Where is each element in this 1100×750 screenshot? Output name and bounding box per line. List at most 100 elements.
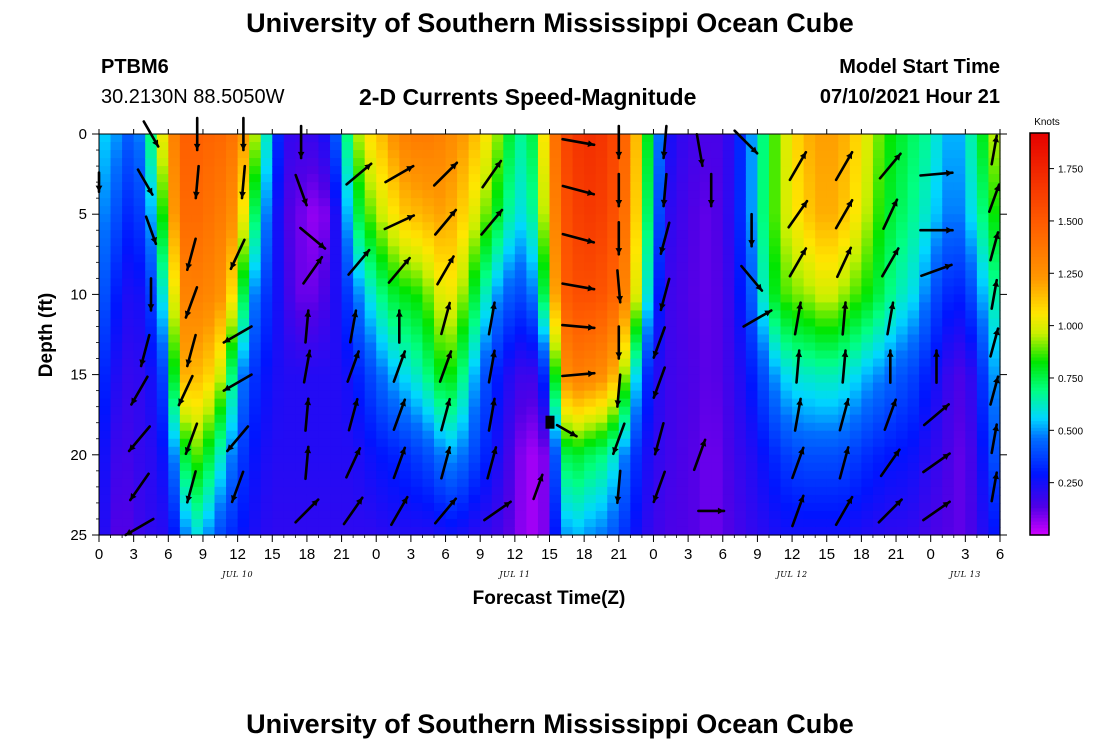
heatmap-cell: [537, 462, 551, 472]
heatmap-cell: [306, 382, 320, 392]
heatmap-cell: [376, 246, 389, 255]
heatmap-cell: [768, 310, 782, 320]
heatmap-cell: [133, 294, 146, 304]
heatmap-cell: [179, 462, 193, 472]
heatmap-cell: [168, 310, 181, 320]
heatmap-cell: [653, 294, 666, 304]
heatmap-cell: [653, 198, 666, 207]
heatmap-cell: [561, 334, 574, 344]
heatmap-cell: [133, 310, 146, 320]
heatmap-cell: [757, 446, 770, 456]
heatmap-cell: [780, 494, 793, 504]
heatmap-cell: [260, 526, 273, 536]
heatmap-cell: [745, 382, 759, 392]
heatmap-cell: [930, 214, 943, 223]
heatmap-cell: [226, 526, 239, 536]
heatmap-cell: [907, 246, 920, 255]
heatmap-cell: [768, 430, 782, 440]
heatmap-cell: [99, 406, 112, 416]
heatmap-cell: [214, 446, 227, 456]
heatmap-cell: [503, 446, 516, 456]
heatmap-cell: [780, 270, 793, 279]
heatmap-cell: [641, 174, 655, 183]
heatmap-cell: [919, 326, 932, 336]
heatmap-cell: [156, 502, 169, 512]
heatmap-cell: [711, 270, 724, 279]
heatmap-cell: [965, 430, 978, 440]
heatmap-cell: [226, 430, 239, 440]
heatmap-cell: [179, 398, 193, 408]
heatmap-cell: [168, 382, 181, 392]
heatmap-cell: [179, 422, 193, 432]
heatmap-cell: [572, 374, 585, 384]
heatmap-cell: [272, 502, 285, 512]
heatmap-cell: [953, 446, 966, 456]
heatmap-cell: [572, 286, 585, 295]
heatmap-cell: [226, 238, 239, 247]
heatmap-cell: [260, 430, 273, 440]
heatmap-cell: [503, 142, 516, 151]
heatmap-cell: [537, 134, 551, 143]
heatmap-cell: [711, 214, 724, 223]
heatmap-cell: [99, 334, 112, 344]
heatmap-cell: [399, 414, 412, 424]
heatmap-cell: [318, 366, 331, 376]
heatmap-cell: [722, 406, 735, 416]
heatmap-cell: [353, 206, 366, 215]
colorbar-swatch: [1030, 531, 1049, 536]
heatmap-cell: [99, 470, 112, 480]
heatmap-cell: [699, 414, 712, 424]
heatmap-cell: [272, 254, 285, 263]
heatmap-cell: [745, 390, 759, 400]
colorbar-swatch: [1030, 384, 1049, 389]
heatmap-cell: [341, 334, 354, 344]
heatmap-cell: [907, 198, 920, 207]
heatmap-cell: [387, 334, 400, 344]
heatmap-cell: [872, 166, 886, 175]
heatmap-cell: [653, 262, 666, 271]
heatmap-cell: [757, 198, 770, 207]
heatmap-cell: [133, 334, 146, 344]
heatmap-cell: [122, 318, 135, 328]
heatmap-cell: [872, 294, 886, 304]
heatmap-cell: [861, 438, 874, 448]
heatmap-cell: [734, 446, 747, 456]
heatmap-cell: [584, 486, 597, 496]
heatmap-cell: [272, 342, 285, 352]
heatmap-cell: [630, 494, 643, 504]
colorbar-swatch: [1030, 508, 1049, 513]
heatmap-cell: [688, 502, 701, 512]
heatmap-cell: [179, 246, 193, 255]
heatmap-cell: [480, 398, 493, 408]
heatmap-cell: [191, 518, 204, 528]
heatmap-cell: [457, 390, 470, 400]
heatmap-cell: [364, 222, 377, 231]
heatmap-cell: [387, 142, 400, 151]
heatmap-cell: [815, 302, 828, 312]
heatmap-cell: [572, 158, 585, 167]
heatmap-cell: [110, 278, 123, 287]
heatmap-cell: [295, 374, 308, 384]
heatmap-cell: [572, 462, 585, 472]
heatmap-cell: [133, 366, 146, 376]
heatmap-cell: [757, 270, 770, 279]
heatmap-cell: [549, 238, 562, 247]
heatmap-cell: [156, 318, 169, 328]
heatmap-cell: [930, 446, 943, 456]
heatmap-cell: [861, 262, 874, 271]
heatmap-cell: [306, 166, 320, 175]
heatmap-cell: [584, 166, 597, 175]
heatmap-cell: [526, 430, 539, 440]
heatmap-cell: [896, 406, 909, 416]
heatmap-cell: [745, 286, 759, 295]
heatmap-cell: [526, 350, 539, 360]
heatmap-cell: [330, 350, 343, 360]
heatmap-cell: [306, 438, 320, 448]
heatmap-cell: [283, 238, 296, 247]
heatmap-cell: [156, 222, 169, 231]
heatmap-cell: [976, 390, 990, 400]
heatmap-cell: [526, 422, 539, 432]
heatmap-cell: [133, 246, 146, 255]
heatmap-cell: [896, 214, 909, 223]
